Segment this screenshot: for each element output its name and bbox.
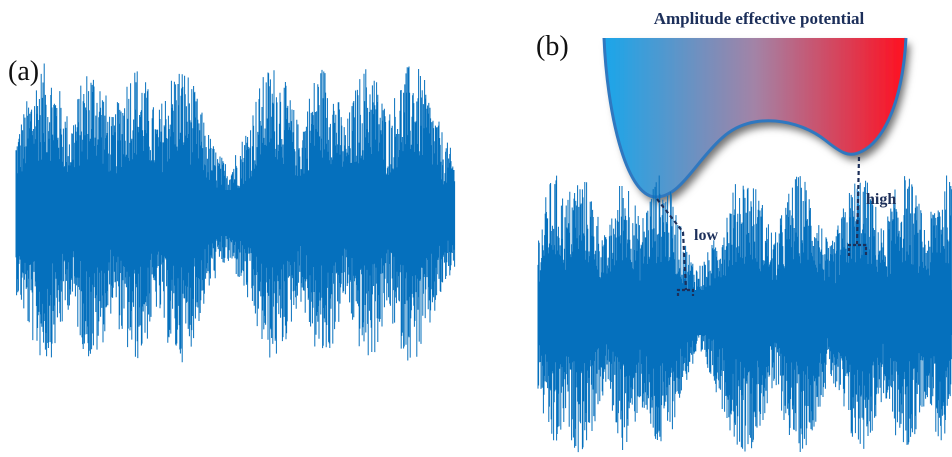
high-annotation: high xyxy=(847,156,896,256)
waveform-b-core xyxy=(538,290,952,335)
low-leader-line xyxy=(656,198,688,291)
high-label: high xyxy=(866,191,896,208)
potential-outline xyxy=(602,37,908,199)
waveform-a-core xyxy=(16,190,455,236)
panel-b-label: (b) xyxy=(536,31,569,62)
low-bracket xyxy=(676,288,695,296)
high-leader-line xyxy=(855,156,861,245)
potential-well: Amplitude effective potential xyxy=(602,9,908,199)
low-annotation: low xyxy=(656,198,718,296)
panel-a-label: (a) xyxy=(8,56,39,87)
low-label: low xyxy=(694,227,718,244)
potential-title: Amplitude effective potential xyxy=(654,9,865,28)
high-bracket xyxy=(847,243,868,256)
waveform-b xyxy=(537,175,952,453)
potential-curve xyxy=(604,38,906,198)
waveform-a xyxy=(15,63,456,363)
